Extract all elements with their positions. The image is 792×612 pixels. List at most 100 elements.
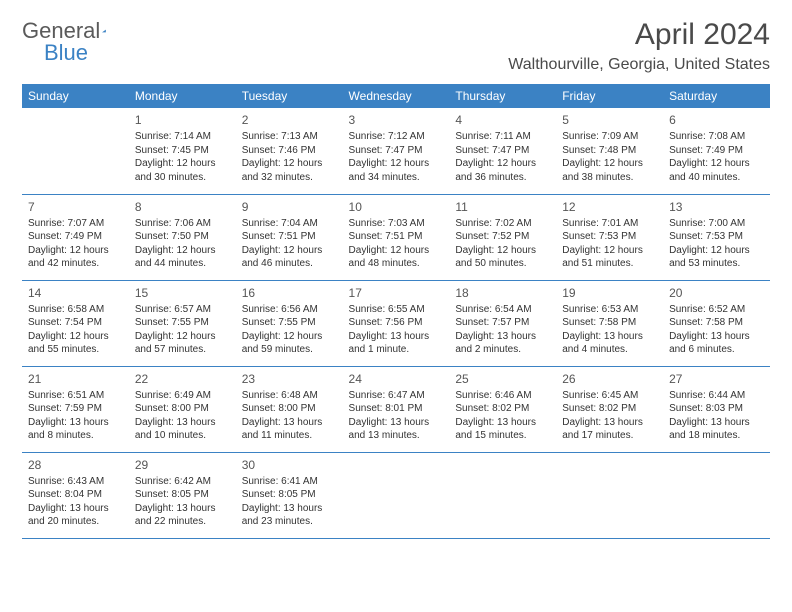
sunrise-line: Sunrise: 6:54 AM: [455, 303, 550, 317]
day-header: Friday: [556, 84, 663, 108]
calendar-cell: 15Sunrise: 6:57 AMSunset: 7:55 PMDayligh…: [129, 280, 236, 366]
day-number: 16: [242, 285, 337, 301]
calendar-week-row: 21Sunrise: 6:51 AMSunset: 7:59 PMDayligh…: [22, 366, 770, 452]
sunset-line: Sunset: 8:02 PM: [562, 402, 657, 416]
sunset-line: Sunset: 7:50 PM: [135, 230, 230, 244]
day-number: 1: [135, 112, 230, 128]
calendar-cell: 8Sunrise: 7:06 AMSunset: 7:50 PMDaylight…: [129, 194, 236, 280]
sunrise-line: Sunrise: 6:58 AM: [28, 303, 123, 317]
daylight-line: Daylight: 12 hours and 50 minutes.: [455, 244, 550, 271]
day-header: Tuesday: [236, 84, 343, 108]
sunrise-line: Sunrise: 7:00 AM: [669, 217, 764, 231]
calendar-cell: 30Sunrise: 6:41 AMSunset: 8:05 PMDayligh…: [236, 452, 343, 538]
calendar-cell: 13Sunrise: 7:00 AMSunset: 7:53 PMDayligh…: [663, 194, 770, 280]
calendar-cell: 23Sunrise: 6:48 AMSunset: 8:00 PMDayligh…: [236, 366, 343, 452]
sunset-line: Sunset: 7:56 PM: [349, 316, 444, 330]
calendar-cell: 19Sunrise: 6:53 AMSunset: 7:58 PMDayligh…: [556, 280, 663, 366]
daylight-line: Daylight: 12 hours and 57 minutes.: [135, 330, 230, 357]
day-number: 28: [28, 457, 123, 473]
calendar-cell: 26 Sunrise: 6:45 AMSunset: 8:02 PMDayligh…: [556, 366, 663, 452]
sunrise-line: Sunrise: 6:53 AM: [562, 303, 657, 317]
day-number: 24: [349, 371, 444, 387]
daylight-line: Daylight: 13 hours and 8 minutes.: [28, 416, 123, 443]
sunrise-line: Sunrise: 6:46 AM: [455, 389, 550, 403]
sunrise-line: Sunrise: 7:11 AM: [455, 130, 550, 144]
calendar-cell: 21 Sunrise: 6:51 AMSunset: 7:59 PMDayligh…: [22, 366, 129, 452]
sunrise-line: Sunrise: 7:01 AM: [562, 217, 657, 231]
calendar-cell: 25Sunrise: 6:46 AMSunset: 8:02 PMDayligh…: [449, 366, 556, 452]
sunrise-line: Sunrise: 7:14 AM: [135, 130, 230, 144]
sunset-line: Sunset: 7:58 PM: [562, 316, 657, 330]
sunrise-line: Sunrise: 7:13 AM: [242, 130, 337, 144]
sunrise-line: Sunrise: 7:08 AM: [669, 130, 764, 144]
calendar-table: SundayMondayTuesdayWednesdayThursdayFrid…: [22, 84, 770, 539]
sunrise-line: Sunrise: 6:51 AM: [28, 389, 123, 403]
calendar-cell: [556, 452, 663, 538]
daylight-line: Daylight: 13 hours and 2 minutes.: [455, 330, 550, 357]
sunrise-line: Sunrise: 6:48 AM: [242, 389, 337, 403]
daylight-line: Daylight: 13 hours and 22 minutes.: [135, 502, 230, 529]
daylight-line: Daylight: 12 hours and 38 minutes.: [562, 157, 657, 184]
day-number: 21: [28, 371, 123, 387]
day-number: 26: [562, 371, 657, 387]
calendar-cell: 24Sunrise: 6:47 AMSunset: 8:01 PMDayligh…: [343, 366, 450, 452]
calendar-cell: 7Sunrise: 7:07 AMSunset: 7:49 PMDaylight…: [22, 194, 129, 280]
sunset-line: Sunset: 7:55 PM: [135, 316, 230, 330]
sunset-line: Sunset: 7:54 PM: [28, 316, 123, 330]
sunrise-line: Sunrise: 6:41 AM: [242, 475, 337, 489]
sunrise-line: Sunrise: 6:49 AM: [135, 389, 230, 403]
day-number: 9: [242, 199, 337, 215]
sunrise-line: Sunrise: 6:47 AM: [349, 389, 444, 403]
sunset-line: Sunset: 7:57 PM: [455, 316, 550, 330]
calendar-cell: [343, 452, 450, 538]
daylight-line: Daylight: 12 hours and 55 minutes.: [28, 330, 123, 357]
sunset-line: Sunset: 8:01 PM: [349, 402, 444, 416]
sunset-line: Sunset: 8:00 PM: [135, 402, 230, 416]
sunrise-line: Sunrise: 6:42 AM: [135, 475, 230, 489]
calendar-cell: 18Sunrise: 6:54 AMSunset: 7:57 PMDayligh…: [449, 280, 556, 366]
title-block: April 2024 Walthourville, Georgia, Unite…: [508, 18, 770, 74]
sunrise-line: Sunrise: 6:52 AM: [669, 303, 764, 317]
sunset-line: Sunset: 7:51 PM: [349, 230, 444, 244]
day-number: 17: [349, 285, 444, 301]
calendar-week-row: 1Sunrise: 7:14 AMSunset: 7:45 PMDaylight…: [22, 108, 770, 194]
daylight-line: Daylight: 13 hours and 15 minutes.: [455, 416, 550, 443]
logo-triangle-icon: [102, 23, 106, 39]
day-number: 14: [28, 285, 123, 301]
daylight-line: Daylight: 13 hours and 23 minutes.: [242, 502, 337, 529]
sunset-line: Sunset: 8:03 PM: [669, 402, 764, 416]
logo-line2: Blue: [44, 40, 88, 66]
daylight-line: Daylight: 13 hours and 20 minutes.: [28, 502, 123, 529]
sunrise-line: Sunrise: 6:57 AM: [135, 303, 230, 317]
sunset-line: Sunset: 7:59 PM: [28, 402, 123, 416]
calendar-week-row: 7Sunrise: 7:07 AMSunset: 7:49 PMDaylight…: [22, 194, 770, 280]
sunset-line: Sunset: 7:52 PM: [455, 230, 550, 244]
day-number: 27: [669, 371, 764, 387]
daylight-line: Daylight: 12 hours and 36 minutes.: [455, 157, 550, 184]
calendar-cell: 14 Sunrise: 6:58 AMSunset: 7:54 PMDayligh…: [22, 280, 129, 366]
daylight-line: Daylight: 13 hours and 11 minutes.: [242, 416, 337, 443]
calendar-cell: 10Sunrise: 7:03 AMSunset: 7:51 PMDayligh…: [343, 194, 450, 280]
sunrise-line: Sunrise: 6:45 AM: [562, 389, 657, 403]
calendar-week-row: 28Sunrise: 6:43 AMSunset: 8:04 PMDayligh…: [22, 452, 770, 538]
sunrise-line: Sunrise: 6:43 AM: [28, 475, 123, 489]
month-title: April 2024: [508, 18, 770, 52]
day-number: 11: [455, 199, 550, 215]
daylight-line: Daylight: 13 hours and 4 minutes.: [562, 330, 657, 357]
sunrise-line: Sunrise: 7:07 AM: [28, 217, 123, 231]
day-number: 5: [562, 112, 657, 128]
sunrise-line: Sunrise: 7:03 AM: [349, 217, 444, 231]
calendar-cell: 1Sunrise: 7:14 AMSunset: 7:45 PMDaylight…: [129, 108, 236, 194]
sunset-line: Sunset: 8:05 PM: [135, 488, 230, 502]
calendar-cell: [663, 452, 770, 538]
calendar-cell: 6Sunrise: 7:08 AMSunset: 7:49 PMDaylight…: [663, 108, 770, 194]
day-number: 6: [669, 112, 764, 128]
day-number: 7: [28, 199, 123, 215]
calendar-cell: 20Sunrise: 6:52 AMSunset: 7:58 PMDayligh…: [663, 280, 770, 366]
day-number: 10: [349, 199, 444, 215]
daylight-line: Daylight: 13 hours and 17 minutes.: [562, 416, 657, 443]
sunset-line: Sunset: 7:58 PM: [669, 316, 764, 330]
sunset-line: Sunset: 7:46 PM: [242, 144, 337, 158]
calendar-cell: 28Sunrise: 6:43 AMSunset: 8:04 PMDayligh…: [22, 452, 129, 538]
sunrise-line: Sunrise: 6:56 AM: [242, 303, 337, 317]
